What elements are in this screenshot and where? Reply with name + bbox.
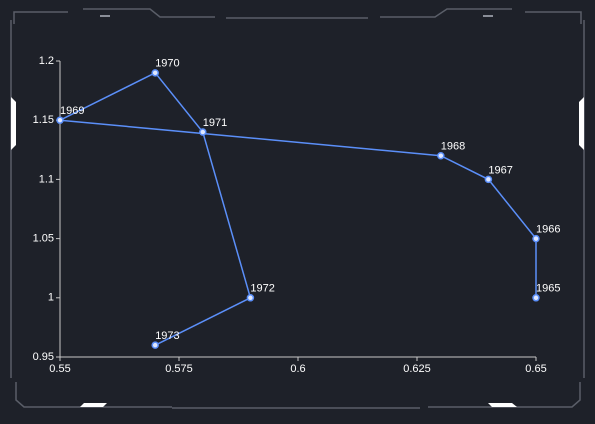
point-label: 1970 — [155, 58, 179, 70]
x-tick-label: 0.65 — [525, 363, 546, 375]
point-label: 1966 — [536, 224, 560, 236]
point-label: 1973 — [155, 330, 179, 342]
y-tick-label: 1 — [48, 292, 54, 304]
point — [437, 151, 445, 160]
point-label: 1969 — [60, 105, 84, 117]
point-label: 1968 — [441, 141, 465, 153]
y-tick-label: 1.15 — [33, 114, 54, 126]
point — [151, 341, 159, 349]
y-tick-label: 1.1 — [39, 173, 54, 185]
point — [246, 294, 255, 302]
point-label: 1972 — [250, 283, 274, 295]
x-tick-label: 0.625 — [403, 363, 431, 375]
point-label: 1967 — [488, 164, 512, 176]
y-tick-label: 1.05 — [33, 233, 54, 245]
point — [484, 175, 493, 184]
x-tick-label: 0.6 — [290, 363, 305, 375]
x-tick-label: 0.575 — [165, 363, 193, 375]
frame — [10, 8, 585, 409]
x-tick-label: 0.55 — [49, 363, 70, 375]
point — [532, 234, 540, 243]
point-label: 1971 — [203, 117, 227, 129]
y-tick-label: 0.95 — [33, 351, 54, 363]
point — [151, 69, 159, 77]
point — [532, 294, 540, 302]
y-tick-label: 1.2 — [39, 55, 54, 67]
point-label: 1965 — [536, 283, 560, 295]
point — [56, 116, 64, 124]
point — [199, 128, 207, 136]
